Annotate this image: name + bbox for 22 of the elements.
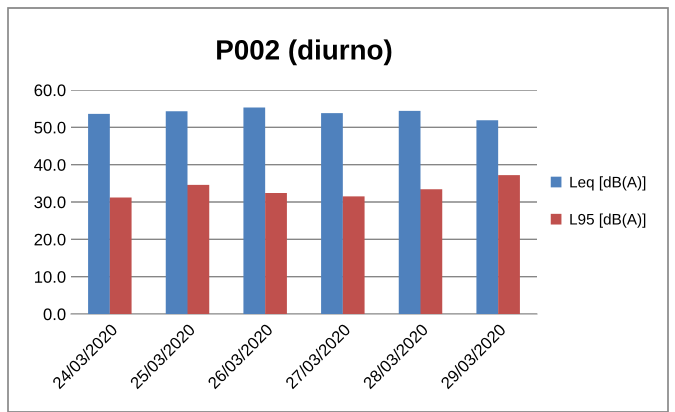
y-tick-label: 0.0 <box>44 308 66 320</box>
legend-label: Leq [dB(A)] <box>570 176 646 191</box>
bar <box>342 196 365 314</box>
legend-label: L95 [dB(A)] <box>570 213 646 228</box>
y-tick-label: 20.0 <box>34 234 66 246</box>
bar <box>110 198 132 314</box>
y-tick-label: 40.0 <box>34 159 66 171</box>
y-tick-label: 60.0 <box>34 84 66 96</box>
y-tick-label: 50.0 <box>34 122 66 134</box>
y-tick-label: 10.0 <box>34 271 66 283</box>
bar <box>498 175 520 314</box>
bar <box>166 111 188 314</box>
bar <box>265 193 287 314</box>
bar <box>243 108 266 314</box>
bar <box>188 184 210 314</box>
bar <box>88 114 110 314</box>
bar <box>398 110 420 314</box>
y-tick-label: 30.0 <box>34 196 66 208</box>
chart-title: P002 (diurno) <box>217 39 392 66</box>
bar <box>476 120 498 314</box>
bar <box>420 189 442 314</box>
bar <box>321 113 343 314</box>
